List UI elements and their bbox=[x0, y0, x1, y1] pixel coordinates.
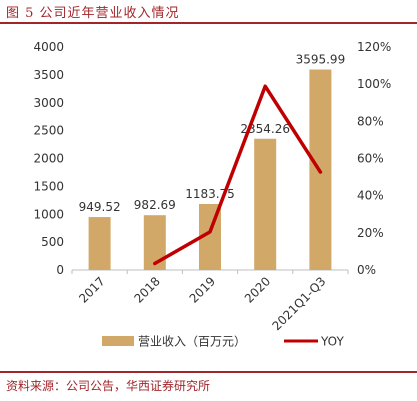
left-axis-tick-label: 500 bbox=[41, 235, 64, 249]
bar-value-label: 2354.26 bbox=[240, 122, 290, 136]
left-axis-tick-label: 4000 bbox=[33, 40, 64, 54]
bar-value-label: 949.52 bbox=[79, 200, 121, 214]
revenue-bar bbox=[254, 138, 277, 270]
legend-line-label: YOY bbox=[320, 335, 344, 349]
left-axis-tick-label: 2000 bbox=[33, 152, 64, 166]
x-tick-label: 2020 bbox=[242, 274, 273, 305]
right-axis-tick-label: 40% bbox=[357, 189, 384, 203]
bar-value-label: 3595.99 bbox=[296, 53, 346, 67]
chart-legend: 营业收入（百万元） YOY bbox=[102, 335, 344, 349]
x-tick-label: 2017 bbox=[76, 274, 107, 305]
left-axis-tick-label: 0 bbox=[56, 263, 64, 277]
legend-bar-swatch bbox=[102, 336, 134, 346]
legend-bar-label: 营业收入（百万元） bbox=[138, 335, 246, 349]
right-axis-tick-label: 120% bbox=[357, 40, 391, 54]
right-axis-tick-label: 80% bbox=[357, 114, 384, 128]
right-axis-tick-label: 100% bbox=[357, 77, 391, 91]
x-tick-label: 2018 bbox=[131, 274, 162, 305]
bar-series bbox=[88, 69, 332, 270]
figure-source: 资料来源：公司公告，华西证券研究所 bbox=[6, 379, 211, 393]
title-rule bbox=[0, 22, 417, 24]
left-axis-tick-label: 3500 bbox=[33, 68, 64, 82]
right-axis-tick-label: 60% bbox=[357, 152, 384, 166]
right-axis-tick-label: 20% bbox=[357, 226, 384, 240]
x-tick-label: 2019 bbox=[187, 274, 218, 305]
left-axis-tick-label: 1000 bbox=[33, 207, 64, 221]
revenue-bar bbox=[88, 217, 111, 270]
figure-title: 图 5 公司近年营业收入情况 bbox=[6, 6, 180, 21]
chart-axes: 0 500 1000 1500 2000 2500 3000 3500 4000 0% 20% 40%… bbox=[33, 40, 391, 277]
revenue-bar bbox=[143, 215, 166, 270]
x-tick-label: 2021Q1-Q3 bbox=[270, 274, 329, 333]
right-axis-tick-label: 0% bbox=[357, 263, 376, 277]
yoy-line-series bbox=[153, 84, 323, 266]
left-axis-tick-label: 2500 bbox=[33, 124, 64, 138]
source-rule bbox=[0, 371, 417, 373]
left-axis-tick-label: 3000 bbox=[33, 96, 64, 110]
left-axis-tick-label: 1500 bbox=[33, 179, 64, 193]
bar-value-label: 982.69 bbox=[134, 198, 176, 212]
yoy-line bbox=[153, 84, 323, 266]
